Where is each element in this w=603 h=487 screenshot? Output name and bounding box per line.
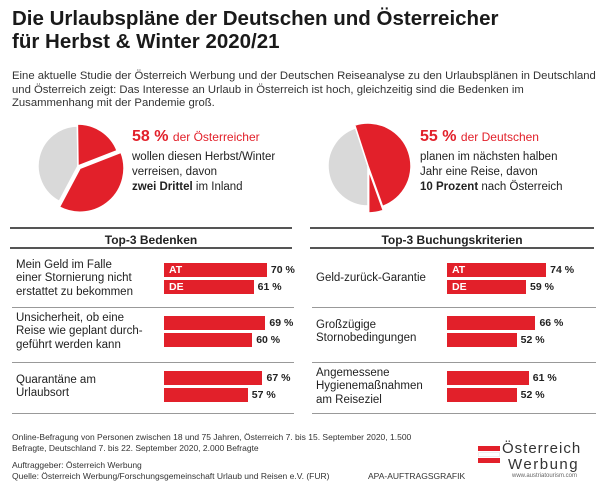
concerns-divider-1 <box>12 362 294 363</box>
source-note: Quelle: Österreich Werbung/Forschungsgem… <box>12 471 330 481</box>
booking-divider-1 <box>312 362 596 363</box>
pie-slice-1 <box>76 123 119 168</box>
booking-bar-2-de <box>447 388 517 402</box>
stat-austrians-tail: im Inland <box>192 181 243 193</box>
title-line-2: für Herbst & Winter 2020/21 <box>12 30 280 53</box>
concerns-divider-0 <box>12 307 294 308</box>
booking-label-2: Angemessene Hygienemaßnahmen am Reiseziel <box>316 367 466 408</box>
concerns-bar-value-0-at: 70 % <box>270 264 295 276</box>
concerns-label-0: Mein Geld im Falle einer Stornierung nich… <box>16 259 166 300</box>
booking-divider-0 <box>312 307 596 308</box>
concerns-label-0-line-0: Mein Geld im Falle <box>16 258 112 271</box>
concerns-bar-value-0-de: 61 % <box>257 281 282 293</box>
booking-bar-0-de <box>447 280 527 294</box>
logo-word-2: Werbung <box>508 456 580 473</box>
booking-label-2-line-2: am Reiseziel <box>316 393 382 406</box>
stat-germans-pct: 55 % <box>420 128 457 145</box>
apa-credit: APA-AUFTRAGSGRAFIK <box>368 471 466 481</box>
stat-austrians-pct: 58 % <box>132 128 169 145</box>
booking-label-1-line-1: Stornobedingungen <box>316 332 417 344</box>
booking-bar-value-0-at: 74 % <box>550 264 575 276</box>
concerns-bar-code-de: DE <box>169 281 184 293</box>
booking-bar-0-at <box>447 263 547 277</box>
booking-label-1-line-0: Großzügige <box>316 318 377 331</box>
stat-germans-line1: planen im nächsten halben <box>420 151 558 163</box>
concerns-bar-1-de <box>164 333 253 347</box>
booking-label-2-line-1: Hygienemaßnahmen <box>316 380 423 393</box>
flag-stripe-bottom <box>478 458 500 463</box>
concerns-label-1-line-1: Reise wie geplant durch- <box>16 325 143 338</box>
stat-austrians-line1: wollen diesen Herbst/Winter <box>132 151 276 163</box>
concerns-bar-value-2-at: 67 % <box>266 372 291 384</box>
intro-text: Eine aktuelle Studie der Österreich Werb… <box>12 70 596 110</box>
stat-austrians-line2: verreisen, davon <box>132 166 218 178</box>
concerns-label-1: Unsicherheit, ob eine Reise wie geplant d… <box>16 312 166 353</box>
concerns-bar-value-1-de: 60 % <box>256 334 281 346</box>
concerns-bar-2-at <box>164 371 263 385</box>
stat-germans: 55 % der Deutschen planen im nächsten ha… <box>420 128 563 195</box>
pie-chart-germans <box>327 122 412 214</box>
footnote: Online-Befragung von Personen zwischen 1… <box>12 432 412 453</box>
concerns-label-2-line-1: Urlaubsort <box>16 387 70 399</box>
concerns-divider-bottom <box>12 413 294 414</box>
concerns-label-1-line-0: Unsicherheit, ob eine <box>16 311 125 324</box>
booking-bar-code-de: DE <box>452 281 467 293</box>
panel-title-concerns: Top-3 Bedenken <box>10 227 292 249</box>
concerns-label-2: Quarantäne am Urlaubsort <box>16 374 166 401</box>
booking-bar-1-at <box>447 316 536 330</box>
austria-tourism-logo: Österreich Werbung www.austriatourism.co… <box>478 440 596 480</box>
stat-germans-tail: nach Österreich <box>478 181 563 193</box>
flag-stripe-middle <box>478 452 500 457</box>
concerns-bar-0-de <box>164 280 254 294</box>
stat-germans-line2: Jahr eine Reise, davon <box>420 166 538 178</box>
concerns-bar-2-de <box>164 388 248 402</box>
page-title: Die Urlaubspläne der Deutschen und Öster… <box>12 7 597 53</box>
concerns-bar-value-2-de: 57 % <box>251 389 276 401</box>
pie-slice-2 <box>58 151 125 213</box>
concerns-label-0-line-1: einer Stornierung nicht <box>16 272 132 285</box>
concerns-bar-value-1-at: 69 % <box>269 317 294 329</box>
logo-word-1: Österreich <box>502 440 582 457</box>
booking-bar-code-at: AT <box>452 264 466 276</box>
pie-slice-0 <box>327 127 369 207</box>
booking-divider-bottom <box>312 413 596 414</box>
booking-label-1: Großzügige Stornobedingungen <box>316 319 466 346</box>
stat-germans-bold: 10 Prozent <box>420 181 479 193</box>
concerns-label-0-line-2: erstattet zu bekommen <box>16 285 133 298</box>
booking-bar-value-2-de: 52 % <box>520 389 545 401</box>
concerns-label-2-line-0: Quarantäne am <box>16 373 96 386</box>
stat-austrians-bold: zwei Drittel <box>132 181 193 193</box>
booking-bar-2-at <box>447 371 529 385</box>
booking-bar-1-de <box>447 333 517 347</box>
pie-slice-2 <box>367 169 385 214</box>
title-line-1: Die Urlaubspläne der Deutschen und Öster… <box>12 7 499 30</box>
flag-stripe-top <box>478 446 500 451</box>
booking-bar-value-0-de: 59 % <box>530 281 554 293</box>
pie-chart-austrians <box>37 123 125 213</box>
booking-label-0-line-0: Geld-zurück-Garantie <box>316 272 426 285</box>
booking-label-2-line-0: Angemessene <box>316 366 390 379</box>
concerns-bar-1-at <box>164 316 266 330</box>
concerns-bar-0-at <box>164 263 267 277</box>
booking-bar-value-1-at: 66 % <box>539 317 564 329</box>
pie-slice-0 <box>37 125 79 203</box>
logo-url: www.austriatourism.com <box>512 473 578 479</box>
pie-slice-1 <box>353 122 412 208</box>
booking-bar-value-2-at: 61 % <box>532 372 557 384</box>
concerns-label-1-line-2: geführt werden kann <box>16 338 121 351</box>
stat-austrians-who: der Österreicher <box>172 130 260 144</box>
client-note: Auftraggeber: Österreich Werbung <box>12 460 142 470</box>
booking-bar-value-1-de: 52 % <box>520 334 545 346</box>
stat-austrians: 58 % der Österreicher wollen diesen Herb… <box>132 128 275 195</box>
panel-title-booking: Top-3 Buchungskriterien <box>310 227 594 249</box>
stat-germans-who: der Deutschen <box>460 130 539 144</box>
concerns-bar-code-at: AT <box>169 264 183 276</box>
booking-label-0: Geld-zurück-Garantie <box>316 272 466 286</box>
